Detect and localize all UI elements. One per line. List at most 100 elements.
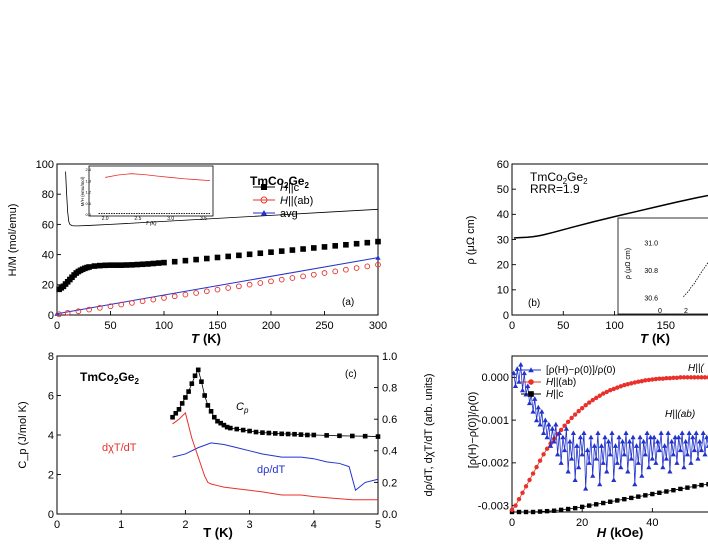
panel-a-ab-data-point [214,286,221,293]
panel-d: 0 20 40 -0.003 -0.002 -0.001 0.000 [ρ(H)−ρ(0)]… [467,355,708,540]
panel-a-c-data-point [214,254,221,261]
panel-d-ab-data-point [681,375,687,380]
panel-c-xlabel: T (K) [203,525,233,540]
panel-c-cp-data-point [215,418,220,424]
panel-a-inset-xtick-label: 2.5 [134,216,141,222]
panel-d-mr-data-point [635,460,641,465]
panel-d-ab-data-point [537,458,543,463]
legend-marker [528,391,534,397]
panel-d-c-data-point [699,482,704,488]
panel-d-c-data-point [551,508,557,513]
legend-marker [260,196,268,204]
panel-a-c-data-point [225,253,231,260]
panel-c-cp-data-point [266,430,272,436]
panel-d-mr-data-point [539,408,545,414]
panel-d-mr-data-point [540,430,547,436]
panel-d-mr-data-point [563,426,569,431]
panel-d-mr-data-point [676,434,682,440]
panel-a-c-data-point [123,262,130,268]
panel-c-cp-data-point [179,401,185,406]
panel-d-mr-data-point [693,430,699,436]
panel-b-inset-xtick-label: 0 [658,308,662,315]
panel-d-ab-data-point [629,381,634,386]
panel-d-mr-data-point [600,460,606,465]
panel-a-ytick-label: 40 [42,249,54,261]
panel-d-mr-data-point [574,443,580,448]
panel-b-inset-ytick-label: 30.8 [644,268,658,275]
panel-a-inset-xtick-label: 3.5 [200,216,207,222]
panel-d-ab-data-point [639,379,645,384]
panel-d-mr-data-point [532,396,538,401]
panel-d-ab-data-point [601,391,606,396]
panel-d-mr-data-point [586,460,592,465]
panel-a-c-data-point [257,250,264,257]
panel-d-mr-data-point [530,408,536,414]
panel-d-mr-data-point [567,438,573,444]
panel-d-mr-data-point [647,434,654,440]
panel-d-mr-data-point [621,451,627,457]
panel-d-mr-data-point [612,443,619,448]
panel-d-ytick-label: -0.003 [478,500,509,512]
panel-c-cp-data-point [279,431,284,437]
panel-c-cp-data-point [228,425,233,431]
panel-a: 0 50 100 150 200 250 300 0 20 40 60 80 100 2.0 2.5 3.0… [7,159,387,346]
panel-d-mr-data-point [525,383,531,388]
panel-d-mr-data-point [544,434,550,440]
panel-d-c-data-point [594,502,599,507]
panel-d-ab-data-point [685,375,690,380]
panel-d-mr-data-point [667,468,673,474]
panel-d-mr-series-line [513,364,708,489]
panel-d-ab-data-point [699,375,704,380]
panel-d-mr-data-point [581,430,587,436]
panel-d-mr-data-point [614,460,620,465]
panel-a-avg-data-point [375,255,381,260]
panel-a-c-data-point [118,262,124,268]
panel-d-mr-data-point [516,379,522,384]
panel-c-ytick-label: 0 [48,509,54,521]
panel-c-cp-data-point [240,427,246,433]
panel-a-ytick-label: 60 [42,219,54,231]
panel-c-y2tick-label: 1.0 [382,351,397,363]
panel-b-xtick-label: 0 [509,320,515,332]
panel-d-c-data-point [622,496,627,502]
panel-d-mr-data-point [537,421,543,427]
panel-a-c-data-point [113,262,119,268]
panel-a-ab-data-point [246,281,253,288]
panel-a-inset-ytick-label: 0.6 [85,201,91,206]
panel-d-c-data-point [643,493,648,498]
panel-d-xtick-label: 40 [646,517,658,529]
panel-b: 0 50 100 150 0 10 20 30 40 50 60 0 2 30.6 30.8 31.0 ρ (… [465,159,708,346]
panel-b-xlabel: T (K) [640,331,670,346]
panel-c-cp-data-point [202,393,207,398]
panel-a-c-data-point [86,264,92,270]
panel-a-c-data-point [139,261,146,268]
panel-d-mr-data-point [702,451,708,457]
panel-d-c-data-point [586,503,592,508]
panel-a-ab-data-point [278,276,285,283]
panel-c-cp-data-point [199,379,204,384]
panel-d-mr-data-point [697,438,703,444]
panel-a-ab-data-point [96,305,103,311]
panel-d-mr-data-point [683,438,689,444]
panel-d-mr-data-point [588,434,594,440]
panel-d-mr-data-point [616,434,622,440]
panel-d-ab-data-point [608,387,613,393]
panel-d-c-data-point [523,509,529,515]
panel-c-cp-data-point [234,426,240,432]
panel-d-c-data-point [579,504,585,510]
panel-c-xtick-label: 4 [311,519,317,531]
panel-c-y2tick-label: 0.8 [382,382,397,394]
panel-a-xtick-label: 150 [208,320,226,332]
panel-d-xlabel: H (kOe) [597,525,644,540]
panel-a-c-data-point [161,259,167,266]
panel-d-ab-data-point [594,395,599,401]
panel-a-ab-data-point [268,278,274,285]
panel-a-c-data-point [321,244,328,250]
panel-d-mr-data-point [655,438,661,444]
panel-a-ab-data-point [193,290,199,296]
panel-a-xtick-label: 100 [155,320,173,332]
panel-d-mr-data-point [521,370,527,376]
panel-a-c-data-point [102,262,108,269]
panel-a-ytick-label: 0 [48,310,54,322]
panel-d-c-data-point [657,490,662,495]
